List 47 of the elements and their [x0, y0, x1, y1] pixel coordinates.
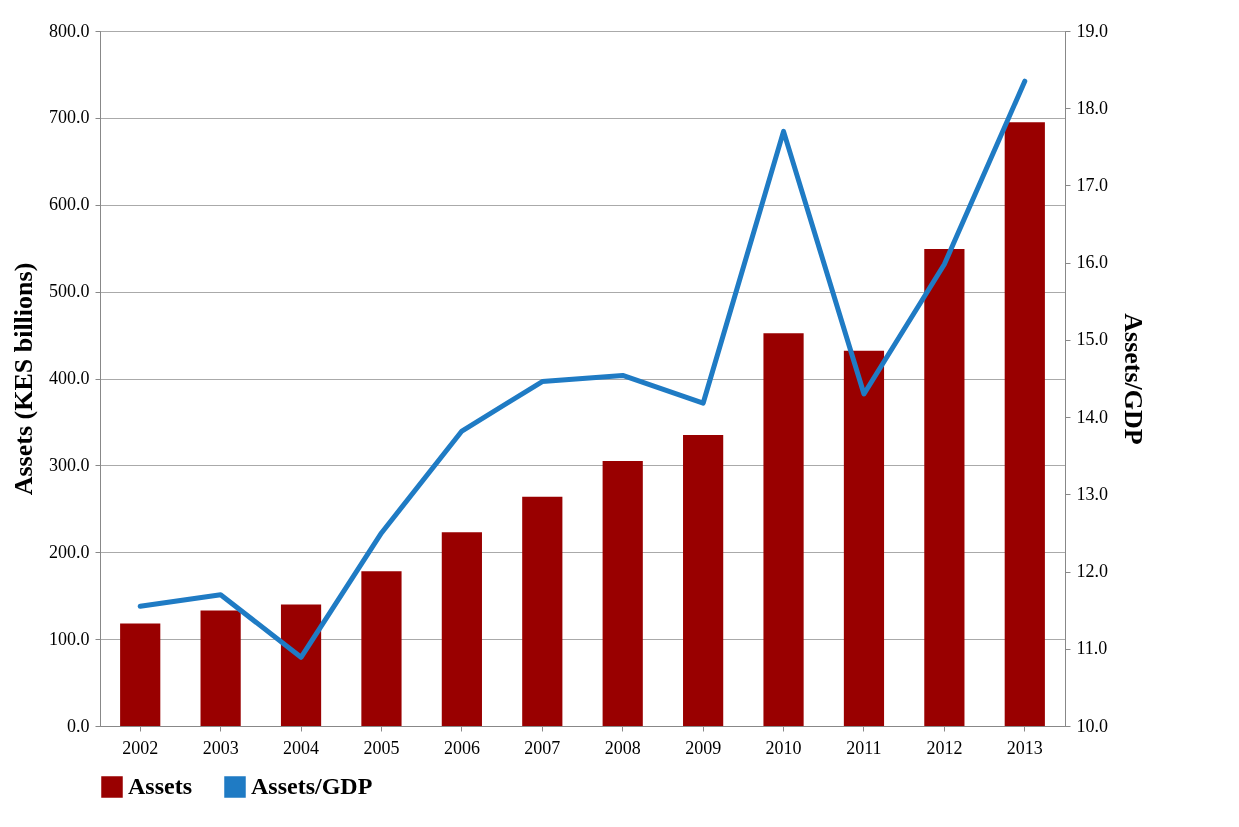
y-axis-title: Assets (KES billions) [9, 262, 38, 496]
y2-tick-label: 16.0 [1076, 252, 1108, 273]
x-tick-label: 2013 [1006, 737, 1043, 758]
bar [441, 532, 482, 726]
bar [280, 604, 322, 726]
bar [200, 610, 241, 726]
x-tick-label: 2011 [846, 737, 882, 758]
bar [843, 350, 885, 726]
y2-tick-label: 12.0 [1076, 561, 1108, 582]
bar [361, 571, 402, 726]
y2-tick-label: 17.0 [1076, 174, 1108, 195]
x-tick-label: 2002 [122, 737, 159, 758]
x-tick-label: 2006 [443, 737, 480, 758]
bar [120, 623, 161, 726]
x-tick-label: 2003 [202, 737, 239, 758]
y2-tick-label: 13.0 [1076, 483, 1108, 504]
y-tick-label: 100.0 [49, 628, 90, 649]
x-tick-label: 2004 [283, 737, 320, 758]
bar [763, 333, 804, 726]
x-tick-label: 2012 [926, 737, 963, 758]
y-tick-label: 500.0 [49, 281, 90, 302]
y-tick-label: 400.0 [49, 368, 90, 388]
y2-tick-label: 11.0 [1076, 638, 1108, 659]
x-tick-label: 2009 [685, 737, 722, 758]
x-tick-label: 2008 [604, 737, 641, 758]
y-tick-label: 0.0 [67, 715, 90, 736]
y-tick-label: 700.0 [49, 107, 90, 128]
y2-tick-label: 18.0 [1076, 97, 1108, 118]
y2-tick-label: 10.0 [1076, 715, 1108, 736]
y-tick-label: 800.0 [49, 20, 90, 41]
bar [1004, 122, 1045, 726]
y2-tick-label: 15.0 [1076, 329, 1108, 350]
legend-label: Assets [128, 773, 192, 799]
y2-tick-label: 14.0 [1076, 406, 1108, 427]
x-tick-label: 2010 [765, 737, 802, 758]
bar [522, 496, 563, 726]
y2-axis-title: Assets/GDP [1119, 313, 1148, 445]
x-tick-label: 2007 [524, 737, 561, 758]
legend-label: Assets/GDP [251, 773, 373, 799]
y2-tick-label: 19.0 [1076, 20, 1108, 41]
y-tick-label: 300.0 [49, 454, 90, 475]
y-tick-label: 600.0 [49, 194, 90, 215]
y-tick-label: 200.0 [49, 541, 90, 562]
x-tick-label: 2005 [363, 737, 400, 758]
bar [924, 249, 965, 726]
bar [602, 461, 643, 726]
bar [683, 434, 724, 726]
